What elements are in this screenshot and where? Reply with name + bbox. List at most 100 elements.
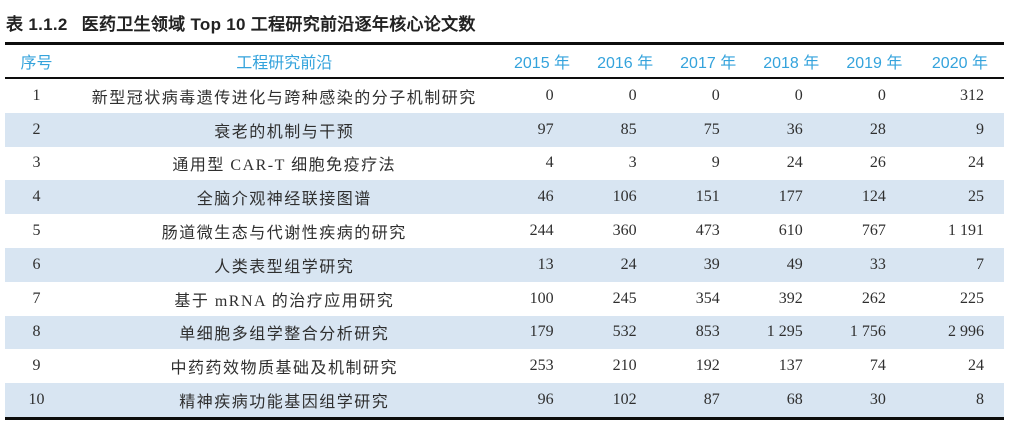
table-caption: 表 1.1.2 医药卫生领域 Top 10 工程研究前沿逐年核心论文数 <box>6 10 1010 35</box>
research-front-cell: 衰老的机制与干预 <box>68 112 501 147</box>
rank-cell: 8 <box>5 315 69 350</box>
paper-count-cell: 1 756 <box>832 315 916 350</box>
table-caption-number: 表 1.1.2 <box>6 15 68 34</box>
paper-count-cell: 1 191 <box>948 222 984 240</box>
paper-count-cell: 151 <box>666 180 750 215</box>
paper-count-cell: 0 <box>628 86 637 104</box>
table-row: 1 新型冠状病毒遗传进化与跨种感染的分子机制研究 0 0 0 0 0 312 <box>5 78 1004 113</box>
paper-count-cell: 24 <box>968 154 984 172</box>
paper-count-cell: 4 <box>545 154 554 172</box>
paper-count-cell: 177 <box>749 180 833 215</box>
paper-count-cell: 24 <box>583 247 667 282</box>
paper-count-cell: 106 <box>583 180 667 215</box>
table-row: 4 全脑介观神经联接图谱 46 106 151 177 124 25 <box>5 180 1004 215</box>
table-row: 6 人类表型组学研究 13 24 39 49 33 7 <box>5 247 1004 282</box>
paper-count-cell: 26 <box>869 154 886 172</box>
research-front-cell: 中药药效物质基础及机制研究 <box>170 360 399 378</box>
paper-count-cell: 46 <box>500 180 584 215</box>
rank-cell: 5 <box>32 222 41 240</box>
paper-count-cell: 28 <box>832 112 916 147</box>
rank-cell: 10 <box>5 383 69 419</box>
paper-count-cell: 179 <box>500 315 584 350</box>
research-front-cell: 全脑介观神经联接图谱 <box>68 180 501 215</box>
paper-count-cell: 13 <box>500 247 584 282</box>
column-header-2016: 2016 年 <box>583 43 667 79</box>
paper-count-cell: 137 <box>778 357 803 375</box>
paper-count-cell: 312 <box>960 86 984 104</box>
research-front-cell: 单细胞多组学整合分析研究 <box>68 315 501 350</box>
paper-count-cell: 0 <box>711 86 720 104</box>
paper-count-cell: 192 <box>695 357 720 375</box>
rank-cell: 2 <box>5 112 69 147</box>
paper-count-cell: 532 <box>583 315 667 350</box>
paper-count-cell: 33 <box>832 247 916 282</box>
research-front-cell: 基于 mRNA 的治疗应用研究 <box>174 292 395 310</box>
paper-count-cell: 360 <box>612 222 637 240</box>
column-header-2020: 2020 年 <box>915 43 1004 79</box>
paper-count-cell: 0 <box>877 86 886 104</box>
table-row: 7 基于 mRNA 的治疗应用研究 100 245 354 392 262 225 <box>5 282 1004 316</box>
paper-count-cell: 244 <box>529 222 554 240</box>
table-row: 8 单细胞多组学整合分析研究 179 532 853 1 295 1 756 2 996 <box>5 315 1004 350</box>
paper-count-cell: 85 <box>583 112 667 147</box>
paper-count-cell: 97 <box>500 112 584 147</box>
paper-count-cell: 124 <box>832 180 916 215</box>
rank-cell: 1 <box>32 86 41 104</box>
paper-count-cell: 3 <box>628 154 637 172</box>
paper-count-cell: 473 <box>695 222 720 240</box>
column-header-front: 工程研究前沿 <box>68 43 501 79</box>
column-header-2018: 2018 年 <box>749 43 833 79</box>
research-front-cell: 精神疾病功能基因组学研究 <box>68 383 501 419</box>
table-row: 2 衰老的机制与干预 97 85 75 36 28 9 <box>5 112 1004 147</box>
paper-count-cell: 0 <box>794 86 803 104</box>
paper-count-cell: 8 <box>915 383 1004 419</box>
rank-cell: 9 <box>32 357 41 375</box>
paper-count-cell: 1 295 <box>749 315 833 350</box>
column-header-2019: 2019 年 <box>832 43 916 79</box>
paper-count-cell: 392 <box>778 289 803 307</box>
table-caption-title: 医药卫生领域 Top 10 工程研究前沿逐年核心论文数 <box>81 15 476 34</box>
paper-count-cell: 87 <box>666 383 750 419</box>
paper-count-cell: 100 <box>529 289 554 307</box>
core-papers-table: 序号 工程研究前沿 2015 年 2016 年 2017 年 2018 年 20… <box>5 42 1004 420</box>
paper-count-cell: 0 <box>545 86 554 104</box>
rank-cell: 6 <box>5 247 69 282</box>
paper-count-cell: 30 <box>832 383 916 419</box>
paper-count-cell: 354 <box>695 289 720 307</box>
paper-count-cell: 9 <box>915 112 1004 147</box>
paper-count-cell: 225 <box>960 289 984 307</box>
research-front-cell: 人类表型组学研究 <box>68 247 501 282</box>
header-row: 序号 工程研究前沿 2015 年 2016 年 2017 年 2018 年 20… <box>5 43 1004 79</box>
table-body: 1 新型冠状病毒遗传进化与跨种感染的分子机制研究 0 0 0 0 0 312 2 衰老的机制与干预… <box>5 78 1004 419</box>
paper-count-cell: 7 <box>915 247 1004 282</box>
rank-cell: 3 <box>32 154 41 172</box>
paper-count-cell: 36 <box>749 112 833 147</box>
paper-count-cell: 210 <box>612 357 637 375</box>
paper-count-cell: 74 <box>869 357 886 375</box>
paper-count-cell: 49 <box>749 247 833 282</box>
table-row: 9 中药药效物质基础及机制研究 253 210 192 137 74 24 <box>5 349 1004 383</box>
paper-count-cell: 102 <box>583 383 667 419</box>
paper-count-cell: 253 <box>529 357 554 375</box>
paper-count-cell: 262 <box>861 289 886 307</box>
paper-count-cell: 9 <box>711 154 720 172</box>
paper-count-cell: 24 <box>968 357 984 375</box>
paper-count-cell: 2 996 <box>915 315 1004 350</box>
paper-count-cell: 767 <box>861 222 886 240</box>
paper-count-cell: 39 <box>666 247 750 282</box>
column-header-2015: 2015 年 <box>500 43 584 79</box>
paper-count-cell: 96 <box>500 383 584 419</box>
paper-count-cell: 68 <box>749 383 833 419</box>
research-front-cell: 肠道微生态与代谢性疾病的研究 <box>161 225 407 243</box>
paper-count-cell: 24 <box>786 154 803 172</box>
rank-cell: 7 <box>32 289 41 307</box>
column-header-rank: 序号 <box>5 43 69 79</box>
paper-count-cell: 610 <box>778 222 803 240</box>
column-header-2017: 2017 年 <box>666 43 750 79</box>
paper-count-cell: 245 <box>612 289 637 307</box>
table-row: 10 精神疾病功能基因组学研究 96 102 87 68 30 8 <box>5 383 1004 419</box>
research-front-cell: 新型冠状病毒遗传进化与跨种感染的分子机制研究 <box>91 89 477 107</box>
paper-count-cell: 853 <box>666 315 750 350</box>
research-front-cell: 通用型 CAR-T 细胞免疫疗法 <box>172 157 397 175</box>
